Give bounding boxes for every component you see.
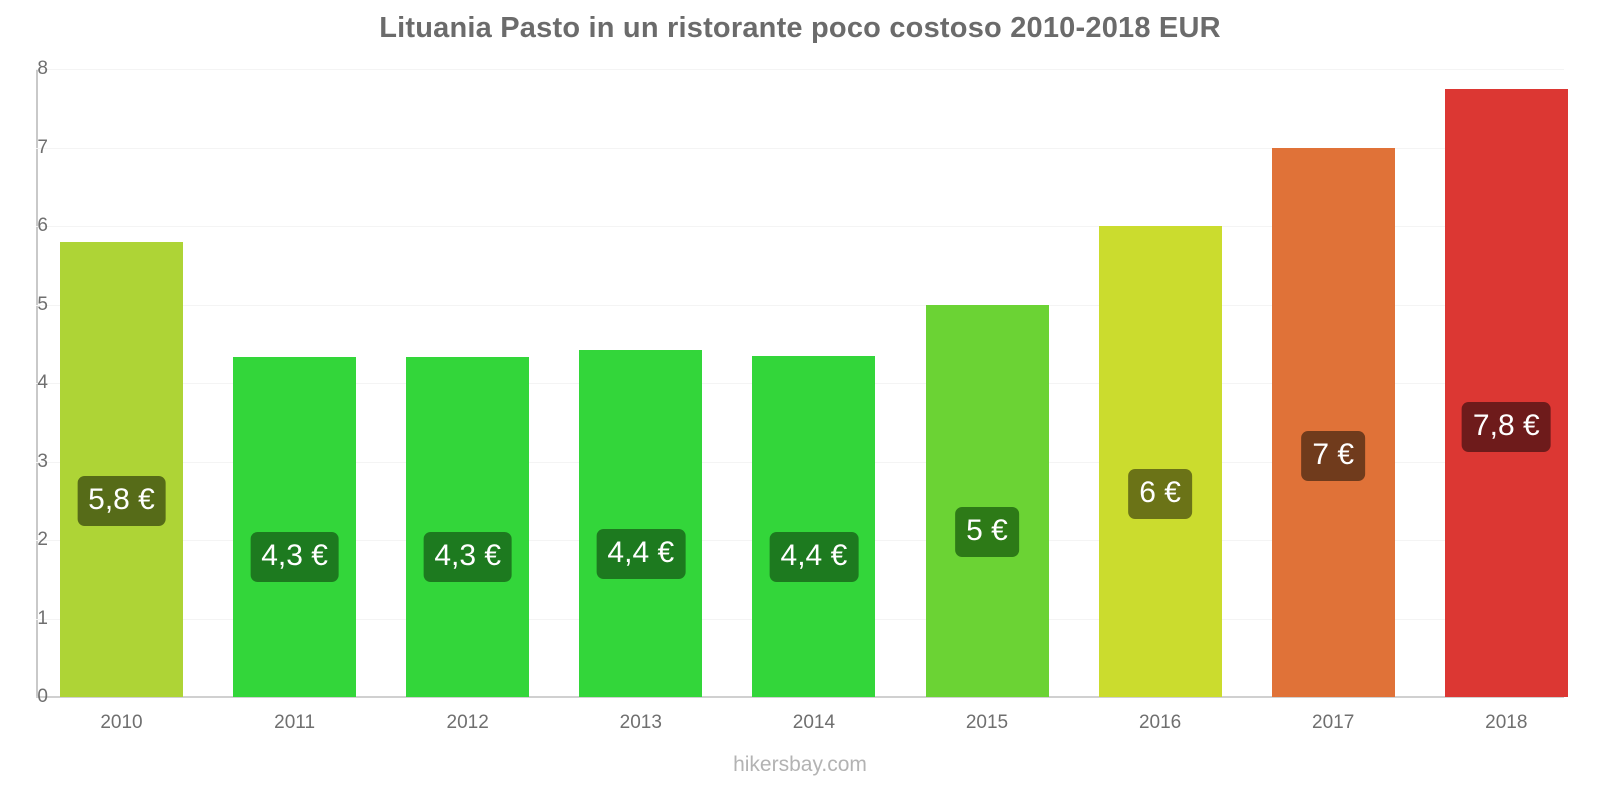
gridline-8 (36, 69, 1564, 70)
bar-value-label-2015: 5 € (955, 506, 1019, 557)
bar-value-label-2013: 4,4 € (596, 529, 686, 580)
y-tick-label-1: 1 (37, 607, 48, 629)
x-tick-label-2014: 2014 (792, 712, 836, 733)
gridline-0 (36, 696, 1564, 698)
y-tick-label-5: 5 (37, 293, 48, 315)
y-tick-label-0: 0 (37, 686, 48, 707)
y-tick-label-6: 6 (37, 215, 48, 236)
y-tick-label-7: 7 (37, 136, 48, 158)
bar-value-label-2017: 7 € (1301, 430, 1366, 481)
bar-value-label-2016: 6 € (1128, 469, 1192, 519)
gridline-7 (36, 147, 1564, 149)
bar-2010[interactable]: 5,8 € (60, 241, 183, 697)
chart-footer-watermark: hikersbay.com (733, 753, 867, 776)
y-tick-label-4: 4 (37, 372, 48, 393)
chart-title: Lituania Pasto in un ristorante poco cos… (379, 12, 1221, 44)
gridline-5 (36, 304, 1564, 306)
y-axis-labels: 0 1 2 3 4 5 6 7 8 (0, 58, 1600, 707)
x-tick-label-2018: 2018 (1485, 712, 1528, 733)
bar-2012[interactable]: 4,3 € (406, 357, 530, 697)
x-tick-label-2015: 2015 (965, 712, 1009, 733)
x-tick-label-2010: 2010 (100, 712, 143, 733)
bar-2014[interactable]: 4,4 € (752, 355, 876, 697)
bar-2015[interactable]: 5 € (925, 304, 1049, 697)
bar-2017[interactable]: 7 € (1271, 147, 1395, 697)
y-tick-label-3: 3 (37, 450, 48, 472)
bar-value-label-2011: 4,3 € (250, 532, 339, 583)
y-tick-label-8: 8 (37, 58, 48, 79)
x-tick-label-2011: 2011 (274, 712, 316, 733)
x-tick-label-2013: 2013 (619, 712, 662, 733)
bars-container: 5,8 € 4,3 € 4,3 € 4,4 € 4,4 € 5 € 6 € 7 € 7,8 € (36, 69, 1568, 697)
bar-2011[interactable]: 4,3 € (233, 357, 357, 697)
bar-2013[interactable]: 4,4 € (579, 350, 703, 697)
bar-value-label-2012: 4,3 € (423, 532, 513, 583)
plot-area: 5,8 € 4,3 € 4,3 € 4,4 € 4,4 € 5 € 6 € 7 € 7,8 € (36, 69, 1568, 698)
y-tick-label-2: 2 (37, 529, 48, 550)
bar-value-label-2014: 4,4 € (769, 531, 859, 582)
x-tick-label-2017: 2017 (1312, 712, 1355, 733)
bar-2018[interactable]: 7,8 € (1444, 88, 1568, 697)
x-tick-label-2012: 2012 (446, 712, 489, 733)
bar-value-label-2010: 5,8 € (77, 475, 166, 526)
bar-2016[interactable]: 6 € (1098, 226, 1222, 697)
bar-value-label-2018: 7,8 € (1461, 401, 1551, 452)
gridline-6 (36, 226, 1564, 227)
x-tick-label-2016: 2016 (1138, 712, 1182, 733)
